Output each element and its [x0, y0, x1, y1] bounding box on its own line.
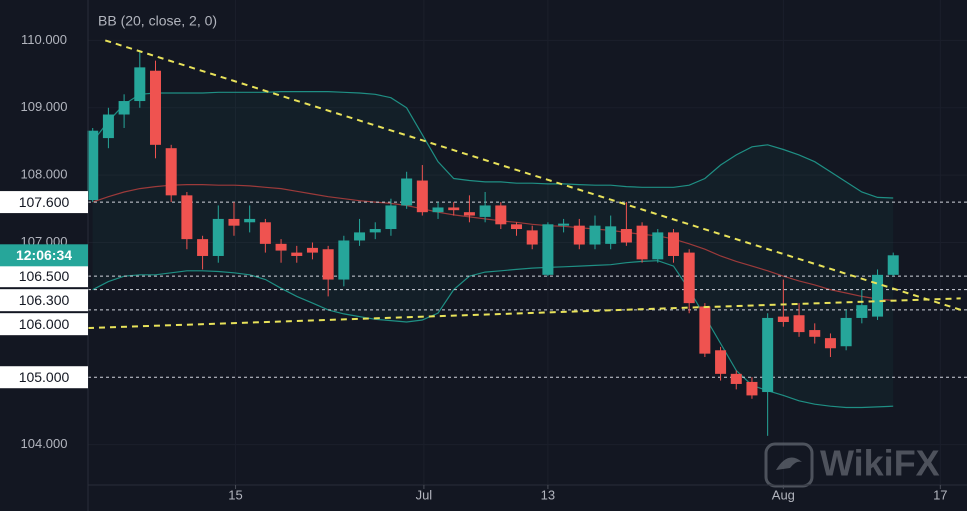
- candle-body: [432, 207, 444, 213]
- candle-body: [259, 222, 271, 244]
- candle-body: [856, 305, 868, 318]
- candle-body: [715, 350, 727, 374]
- level-label-box: [0, 366, 88, 389]
- candle-body: [652, 232, 664, 260]
- level-label-box: [0, 265, 88, 288]
- x-tick-label: Jul: [416, 487, 433, 502]
- candle-body: [165, 148, 177, 196]
- candle-body: [369, 229, 381, 233]
- candle-body: [401, 178, 413, 206]
- candle-body: [573, 225, 585, 245]
- candle-body: [511, 224, 523, 230]
- watermark-icon-shape: [776, 457, 802, 470]
- candles: [87, 50, 899, 436]
- candle-body: [181, 195, 193, 240]
- x-tick-label: 13: [541, 487, 555, 502]
- candle-body: [102, 114, 114, 139]
- level-label-box: [0, 289, 88, 312]
- candle-body: [887, 255, 899, 275]
- y-tick-label: 110.000: [21, 32, 67, 47]
- x-tick-label: 15: [228, 487, 242, 502]
- candle-body: [448, 207, 460, 211]
- candle-body: [212, 218, 224, 256]
- candle-body: [824, 338, 836, 349]
- candle-body: [762, 317, 774, 393]
- candle-body: [354, 232, 366, 241]
- level-label: 106.000: [19, 316, 70, 332]
- bands: [92, 91, 894, 409]
- trendline: [87, 297, 961, 330]
- band-lower: [92, 260, 894, 409]
- candle-body: [228, 218, 240, 226]
- level-label-box: [0, 313, 88, 336]
- candle-body: [416, 180, 428, 213]
- candle-body: [463, 212, 475, 216]
- x-tick-label: Aug: [772, 487, 795, 502]
- level-label: 106.500: [19, 268, 70, 284]
- candle-body: [589, 225, 601, 245]
- candle-body: [134, 67, 146, 102]
- levels: [88, 201, 967, 378]
- candle-body: [385, 205, 397, 230]
- countdown-box: [0, 244, 88, 267]
- candle-body: [149, 70, 161, 145]
- candle-body: [87, 130, 99, 201]
- countdown: 12:06:34: [16, 247, 72, 263]
- band-upper: [92, 91, 894, 199]
- level-label: 106.300: [19, 292, 70, 308]
- candle-body: [322, 249, 334, 280]
- watermark-icon: [764, 442, 814, 488]
- candle-body: [746, 381, 758, 396]
- candle-body: [306, 247, 318, 253]
- x-tick-label: 17: [933, 487, 947, 502]
- candle-body: [872, 274, 884, 317]
- candle-body: [244, 218, 256, 223]
- candle-body: [809, 330, 821, 337]
- candle-body: [636, 225, 648, 260]
- candle-body: [667, 232, 679, 256]
- y-tick-label: 104.000: [21, 436, 68, 451]
- candle-body: [526, 230, 538, 245]
- level-label: 105.000: [19, 369, 70, 385]
- watermark: WikiFX: [820, 443, 940, 484]
- trendlines: [87, 39, 962, 330]
- band-basis: [92, 184, 894, 301]
- candle-body: [699, 306, 711, 354]
- watermark-group: WikiFX: [764, 442, 940, 488]
- candle-body: [275, 243, 287, 251]
- candle-body: [777, 316, 789, 322]
- candle-body: [338, 240, 350, 280]
- candle-body: [605, 226, 617, 244]
- level-label: 107.600: [19, 194, 70, 210]
- candle-body: [197, 239, 209, 256]
- candle-body: [291, 252, 303, 256]
- level-label-box: [0, 191, 88, 214]
- indicator-legend: BB (20, close, 2, 0): [98, 13, 217, 29]
- candle-body: [793, 315, 805, 333]
- candle-body: [730, 373, 742, 384]
- candle-body: [118, 101, 130, 115]
- y-tick-label: 109.000: [21, 99, 68, 114]
- candle-body: [840, 317, 852, 347]
- candle-body: [495, 205, 507, 225]
- candle-body: [558, 223, 570, 226]
- candle-body: [479, 205, 491, 217]
- band-fill: [92, 91, 894, 408]
- candle-body: [683, 252, 695, 304]
- y-tick-label: 108.000: [21, 167, 68, 182]
- candle-body: [620, 229, 632, 243]
- candle-body: [542, 224, 554, 275]
